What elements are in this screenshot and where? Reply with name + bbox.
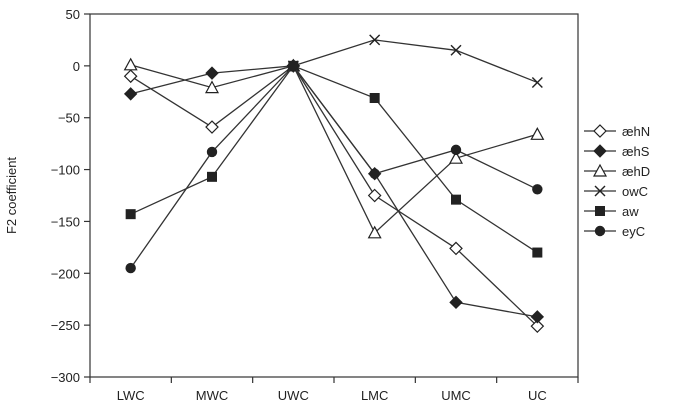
data-point-marker (592, 163, 608, 177)
legend-item: æhD (584, 163, 650, 179)
data-point-marker (531, 76, 543, 88)
legend-item: eyC (584, 224, 645, 239)
data-point-marker (369, 34, 381, 46)
data-point-marker (595, 206, 605, 216)
x-tick-label: UMC (441, 388, 471, 403)
series-5 (125, 60, 543, 274)
data-point-marker (367, 225, 382, 239)
series-line (130, 64, 538, 234)
series-2 (123, 57, 545, 239)
y-tick-label: 0 (73, 59, 80, 74)
legend-item: owC (584, 184, 648, 199)
legend-label: æhD (622, 164, 650, 179)
legend-item: æhN (584, 124, 650, 139)
data-point-marker (451, 194, 461, 205)
data-point-marker (532, 184, 543, 195)
data-point-marker (593, 124, 607, 138)
x-tick-label: UC (528, 388, 547, 403)
legend-item: aw (584, 204, 639, 219)
data-point-marker (125, 209, 136, 220)
data-point-marker (125, 262, 136, 274)
series-line (293, 39, 538, 84)
series-line (130, 64, 538, 269)
legend-label: æhN (622, 124, 650, 139)
x-tick-label: LMC (361, 388, 388, 403)
y-tick-label: −150 (51, 214, 80, 229)
x-tick-label: LWC (117, 388, 145, 403)
data-point-marker (450, 44, 462, 56)
legend-label: owC (622, 184, 648, 199)
y-tick-label: 50 (66, 7, 80, 22)
data-point-marker (288, 60, 299, 72)
data-point-marker (594, 185, 606, 197)
data-point-marker (206, 146, 218, 158)
data-point-marker (123, 69, 138, 84)
series-1 (123, 59, 545, 324)
y-tick-label: −50 (58, 111, 80, 126)
data-point-marker (450, 144, 462, 156)
data-point-marker (207, 171, 217, 182)
plot-frame (89, 13, 579, 378)
series-4 (125, 60, 543, 258)
series-line (130, 64, 538, 327)
data-point-marker (530, 310, 545, 324)
data-point-marker (593, 144, 607, 158)
data-point-marker (205, 120, 219, 134)
data-point-marker (123, 87, 138, 101)
data-point-marker (204, 80, 220, 94)
series-group (123, 34, 545, 334)
series-line (130, 65, 538, 254)
y-tick-label: −250 (51, 318, 80, 333)
y-axis-title: F2 coefficient (4, 157, 19, 234)
series-line (130, 65, 538, 318)
legend-label: æhS (622, 144, 650, 159)
data-point-marker (532, 247, 543, 258)
axes: 50 0 −50 −100 −150 −200 −250 −300 LWC MWC UWC LMC UM… (4, 7, 579, 403)
data-point-marker (367, 188, 382, 203)
legend-label: eyC (622, 224, 645, 239)
legend-label: aw (622, 204, 639, 219)
legend: æhN æhS æhD owC aw eyC (584, 124, 650, 239)
plot-area-border (89, 13, 579, 378)
series-0 (123, 59, 545, 334)
y-tick-label: −100 (51, 163, 80, 178)
data-point-marker (530, 127, 545, 140)
data-point-marker (369, 168, 380, 179)
y-tick-label: −300 (51, 370, 80, 385)
data-point-marker (449, 241, 463, 256)
legend-item: æhS (584, 144, 650, 159)
data-point-marker (369, 93, 380, 104)
x-tick-label: UWC (278, 388, 309, 403)
data-point-marker (448, 150, 464, 164)
data-point-marker (594, 225, 606, 237)
data-point-marker (205, 66, 219, 80)
y-tick-label: −200 (51, 266, 80, 281)
data-point-marker (530, 319, 545, 334)
x-tick-label: MWC (196, 388, 229, 403)
data-point-marker (449, 295, 463, 310)
data-point-marker (123, 57, 138, 71)
